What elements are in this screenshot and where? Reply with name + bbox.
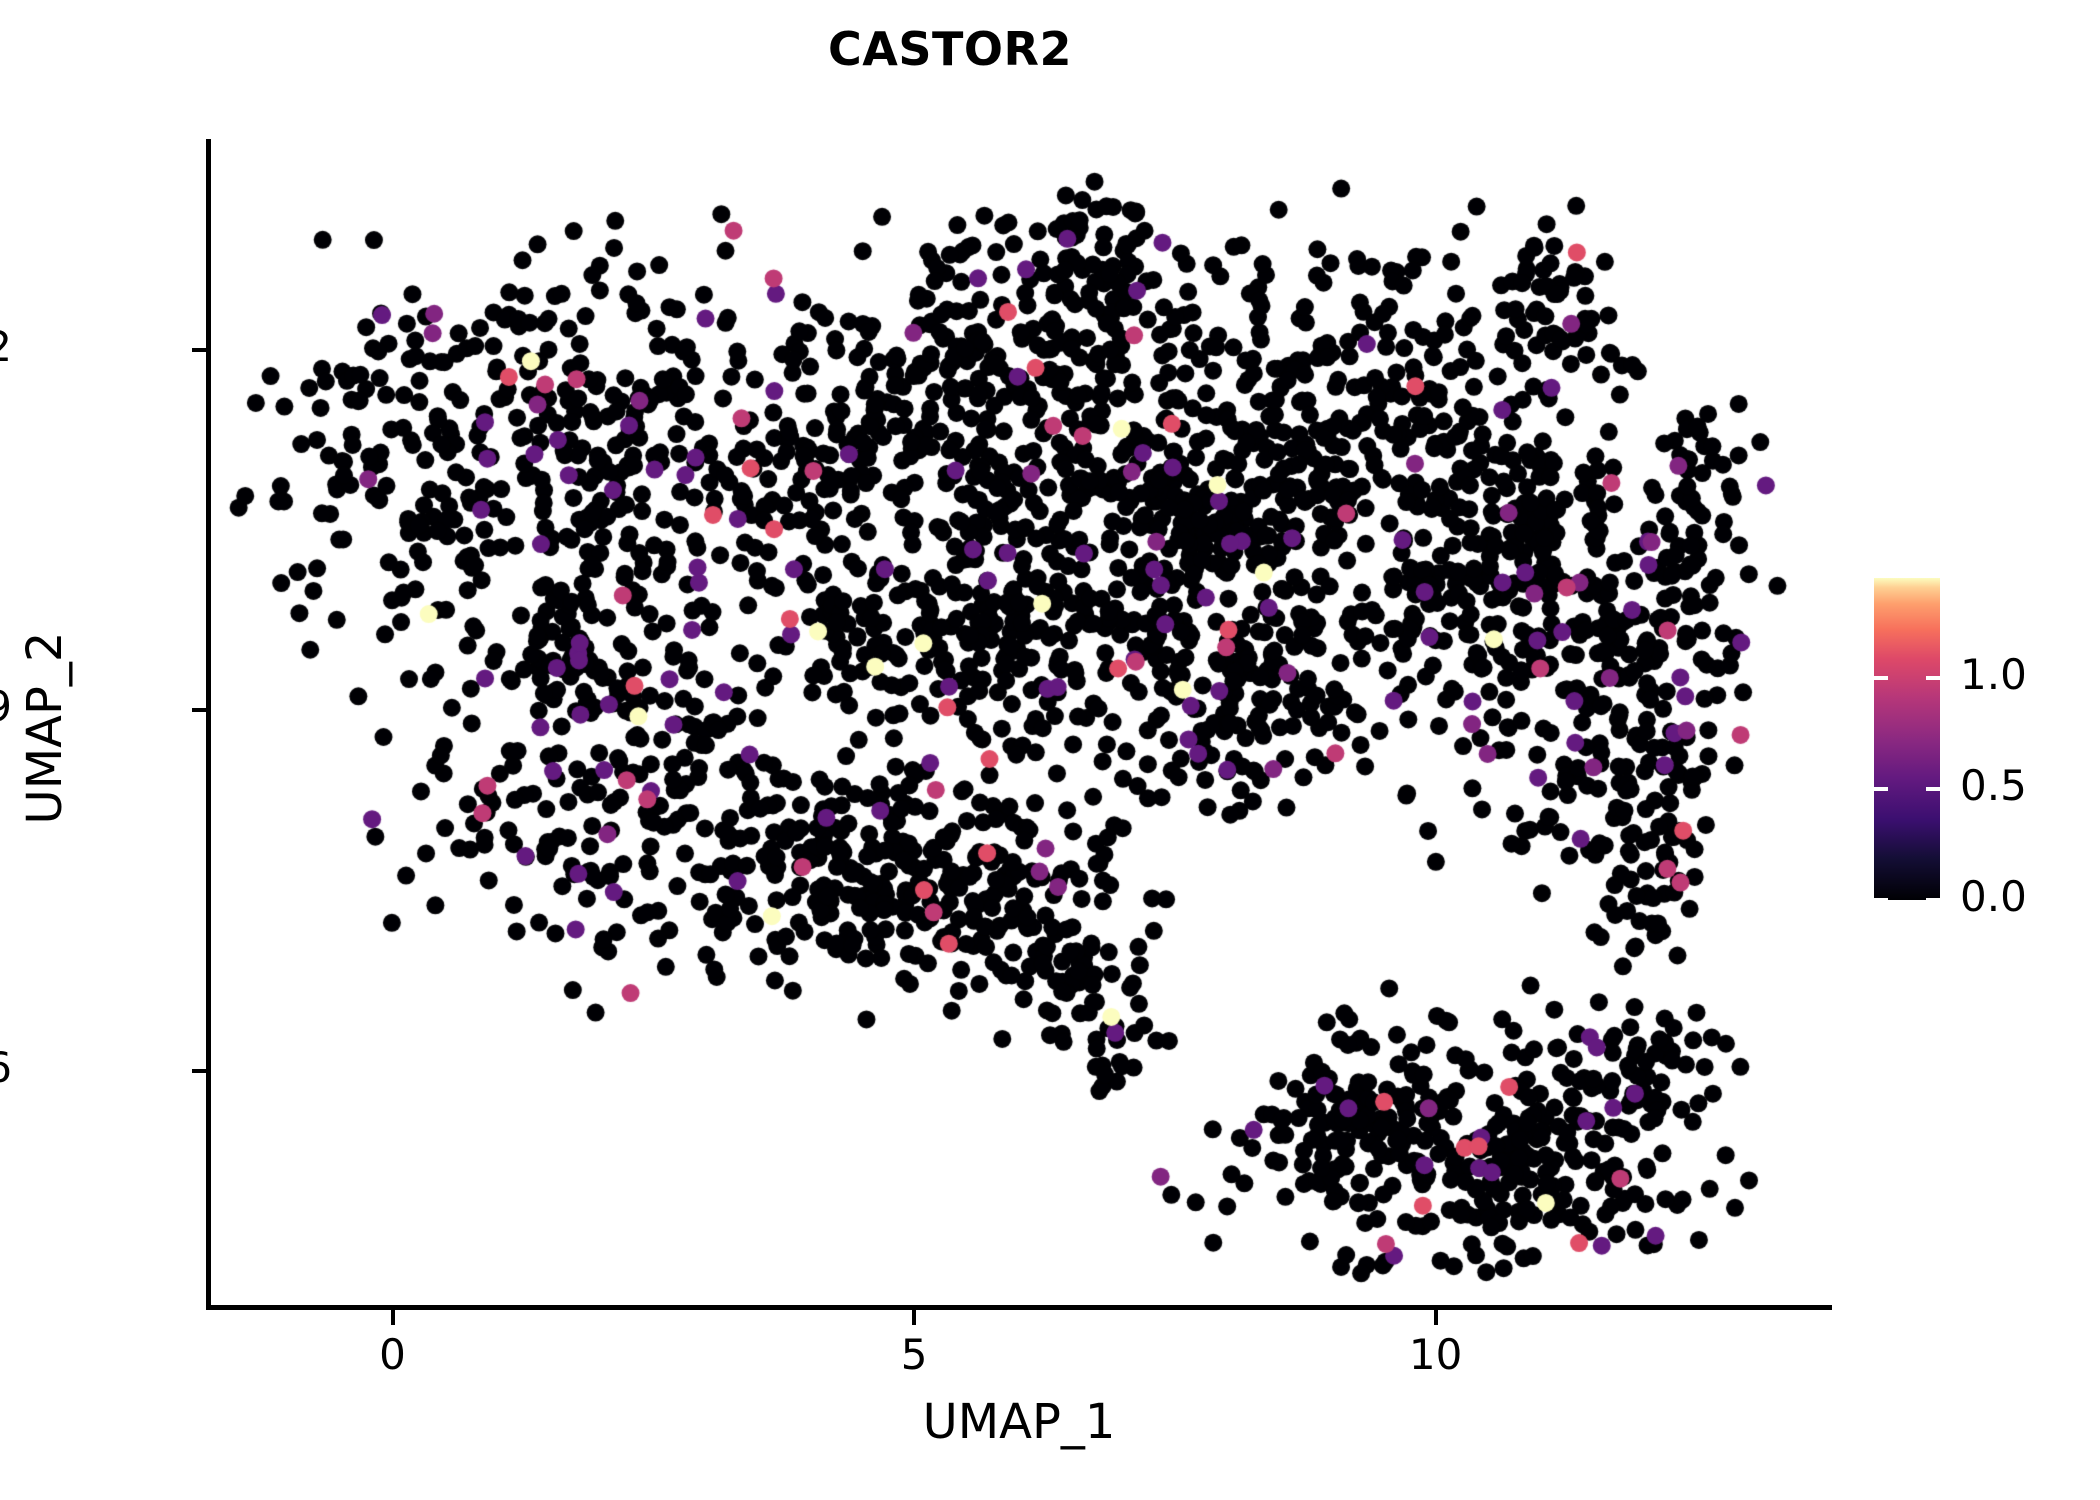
colorbar-tick-mark [1926, 898, 1940, 902]
y-tick-label: 6 [0, 1043, 12, 1092]
x-tick-mark [912, 1310, 917, 1325]
x-tick-mark [1433, 1310, 1438, 1325]
x-tick-label: 10 [1408, 1330, 1463, 1379]
scatter-points-layer [210, 139, 1832, 1306]
x-tick-mark [390, 1310, 395, 1325]
y-tick-label: 12 [0, 322, 12, 371]
colorbar-tick-label: 0.5 [1960, 760, 2027, 810]
page-title: CASTOR2 [828, 22, 1072, 76]
y-axis-label: UMAP_2 [17, 631, 73, 825]
colorbar-tick-mark [1874, 898, 1888, 902]
x-tick-label: 0 [379, 1330, 406, 1379]
colorbar-tick-label: 1.0 [1960, 649, 2027, 699]
colorbar-gradient [1874, 578, 1940, 900]
x-tick-label: 5 [900, 1330, 928, 1379]
scatter-plot-area [210, 139, 1832, 1306]
colorbar-tick-label: 0.0 [1960, 872, 2027, 921]
colorbar-tick-mark [1874, 786, 1888, 791]
y-tick-mark [192, 708, 206, 713]
x-axis-label: UMAP_1 [922, 1394, 1116, 1450]
y-tick-label: 9 [0, 682, 12, 731]
y-tick-mark [192, 1069, 206, 1074]
colorbar-tick-mark [1926, 675, 1940, 680]
colorbar: 0.0 0.5 1.0 [1874, 578, 2094, 921]
colorbar-tick-mark [1874, 675, 1888, 680]
y-tick-mark [192, 347, 206, 352]
y-axis-spine [206, 139, 211, 1309]
colorbar-tick-mark [1926, 786, 1940, 791]
x-axis-spine [206, 1305, 1832, 1310]
